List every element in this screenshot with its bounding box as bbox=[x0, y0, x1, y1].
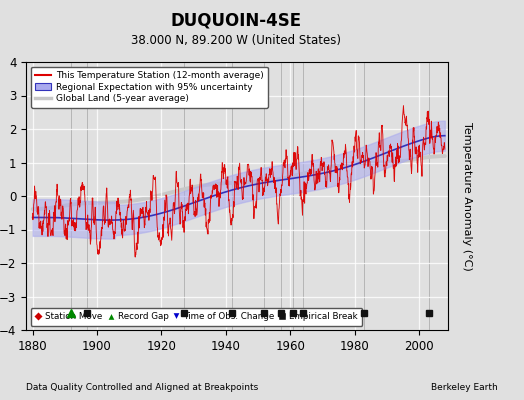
Text: Data Quality Controlled and Aligned at Breakpoints: Data Quality Controlled and Aligned at B… bbox=[26, 383, 258, 392]
Text: Berkeley Earth: Berkeley Earth bbox=[431, 383, 498, 392]
Text: 38.000 N, 89.200 W (United States): 38.000 N, 89.200 W (United States) bbox=[131, 34, 341, 47]
Y-axis label: Temperature Anomaly (°C): Temperature Anomaly (°C) bbox=[462, 122, 472, 270]
Legend: Station Move, Record Gap, Time of Obs. Change, Empirical Break: Station Move, Record Gap, Time of Obs. C… bbox=[30, 308, 363, 326]
Text: DUQUOIN-4SE: DUQUOIN-4SE bbox=[170, 12, 301, 30]
